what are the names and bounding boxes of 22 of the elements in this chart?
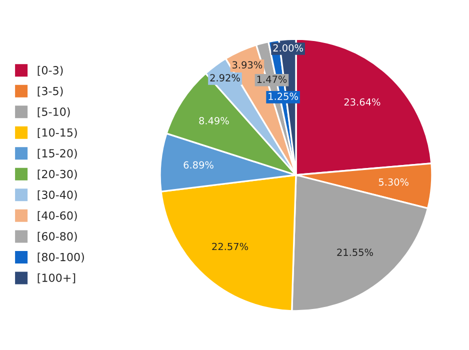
data-label: 6.89% [184,161,214,169]
legend-label: [40-60) [38,211,77,222]
data-label: 1.25% [268,92,298,100]
data-label: 2.00% [273,44,303,52]
legend-label: [30-40) [38,190,77,200]
legend-label: [3-5) [38,86,63,97]
legend-label: [100+] [38,273,76,284]
data-label: 21.55% [337,248,373,256]
data-label: 2.92% [210,74,240,82]
legend-label: [5-10) [38,107,70,118]
legend-label: [20-30) [38,170,77,180]
data-label: 8.49% [199,117,229,124]
data-label: 5.30% [378,178,409,186]
legend-label: [80-100) [38,252,84,263]
legend-label: [15-20) [38,148,77,159]
legend-label: [0-3) [38,66,63,76]
data-label: 23.64% [344,98,380,106]
data-label: 1.47% [257,76,287,83]
legend-label: [10-15) [38,128,77,138]
legend-label: [60-80) [38,232,77,242]
data-label: 3.93% [232,61,262,69]
data-label: 22.57% [212,242,248,250]
